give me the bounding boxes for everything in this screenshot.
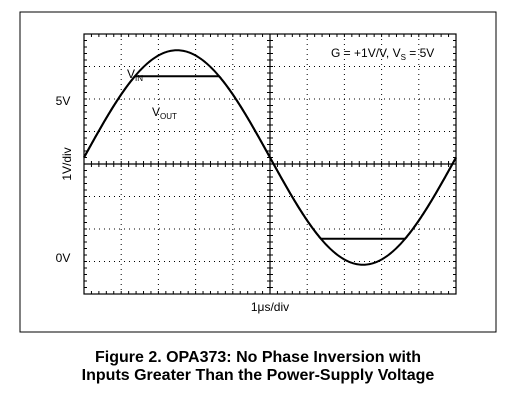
x-axis-label: 1μs/div [251,300,289,314]
series-label-vin: VIN [127,67,143,83]
series-label-vout: VOUT [152,105,177,121]
traces [83,49,457,266]
y-tick-label-0v: 0V [56,251,71,265]
scope-chart: 1V/div 5V 0V 1μs/div G = +1V/V, VS = 5V … [19,11,497,333]
annotation-gain-supply: G = +1V/V, VS = 5V [331,46,434,62]
figure-caption-line-1: Figure 2. OPA373: No Phase Inversion wit… [94,349,421,366]
y-axis-label: 1V/div [60,147,74,180]
series-line-v-out [83,75,457,240]
minor-ticks [83,33,457,295]
outer-frame [19,11,497,333]
y-tick-label-5v: 5V [56,94,71,108]
figure-caption-line-2: Inputs Greater Than the Power-Supply Vol… [81,367,435,384]
